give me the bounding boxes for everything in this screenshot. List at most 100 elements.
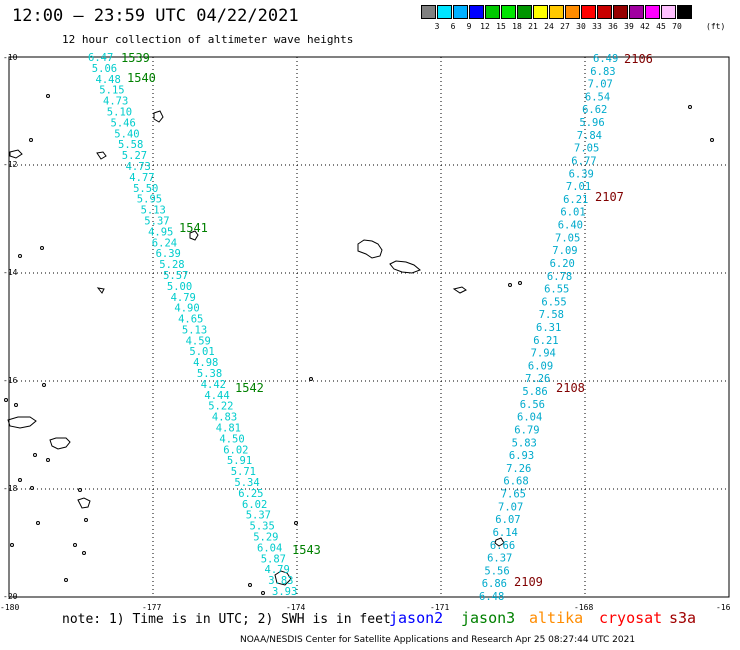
swh-value: 7.07 — [588, 79, 613, 91]
swh-value: 5.13 — [182, 324, 207, 336]
track-east: 6.496.837.076.546.625.967.847.056.776.39… — [479, 52, 653, 603]
swh-value: 6.86 — [482, 578, 507, 590]
island-outline — [494, 537, 505, 547]
scale-swatch — [421, 5, 436, 19]
swh-value: 5.50 — [133, 183, 158, 195]
scale-swatch — [565, 5, 580, 19]
swh-value: 6.02 — [223, 444, 248, 456]
map-subtitle: 12 hour collection of altimeter wave hei… — [62, 33, 354, 46]
islet-outline — [30, 486, 34, 490]
swh-value: 7.26 — [525, 373, 550, 385]
note-text: note: 1) Time is in UTC; 2) SWH is in fe… — [62, 612, 391, 627]
scale-swatch — [645, 5, 660, 19]
islet-outline — [294, 521, 298, 525]
scale-swatch — [629, 5, 644, 19]
swh-value: 6.24 — [152, 237, 177, 249]
swh-value: 5.86 — [522, 386, 547, 398]
swh-value: 6.14 — [493, 527, 518, 539]
swh-value: 6.31 — [536, 322, 561, 334]
islet-outline — [46, 94, 50, 98]
islet-outline — [508, 283, 512, 287]
lon-tick-label: -168 — [574, 603, 593, 612]
swh-value: 5.28 — [159, 259, 184, 271]
land-outlines — [4, 94, 714, 595]
swh-value: 7.01 — [566, 181, 591, 193]
swh-value: 5.22 — [208, 401, 233, 413]
scale-label: 30 — [576, 22, 586, 31]
swh-value: 4.73 — [126, 161, 151, 173]
lat-tick-label: -20 — [3, 592, 18, 601]
islet-outline — [710, 138, 714, 142]
swh-value: 6.55 — [541, 296, 566, 308]
swh-value: 7.94 — [531, 348, 556, 360]
swh-value: 4.65 — [178, 314, 203, 326]
island-outline — [49, 437, 71, 450]
lat-tick-label: -12 — [3, 160, 18, 169]
swh-value: 5.83 — [512, 437, 537, 449]
swh-value: 5.58 — [118, 139, 143, 151]
swh-value: 5.35 — [250, 521, 275, 533]
swh-value: 6.83 — [590, 66, 615, 78]
scale-swatch — [533, 5, 548, 19]
swh-value: 6.56 — [520, 399, 545, 411]
swh-value: 4.95 — [148, 226, 173, 238]
swh-value: 6.39 — [156, 248, 181, 260]
satellite-jason2-label: jason2 — [389, 609, 444, 627]
islet-outline — [309, 377, 313, 381]
island-outline — [7, 416, 37, 429]
scale-swatch — [661, 5, 676, 19]
swh-value: 6.79 — [514, 425, 539, 437]
scale-label: 18 — [512, 22, 522, 31]
islet-outline — [248, 583, 252, 587]
scale-swatch — [469, 5, 484, 19]
swh-value: 5.27 — [122, 150, 147, 162]
swh-value: 3.83 — [268, 575, 293, 587]
scale-label: 6 — [450, 22, 456, 31]
swh-value: 6.37 — [487, 553, 512, 565]
island-outline — [96, 287, 105, 294]
lon-tick-label: -171 — [430, 603, 449, 612]
swh-value: 4.48 — [96, 74, 121, 86]
lon-tick-label: -180 — [0, 603, 19, 612]
scale-swatch — [437, 5, 452, 19]
swh-value: 6.49 — [593, 53, 618, 65]
scale-swatch — [517, 5, 532, 19]
lat-tick-label: -18 — [3, 484, 18, 493]
lon-tick-label: -174 — [286, 603, 305, 612]
swh-value: 4.83 — [212, 412, 237, 424]
swh-value: 5.56 — [484, 565, 509, 577]
islet-outline — [10, 543, 14, 547]
swh-value: 6.78 — [547, 271, 572, 283]
swh-value: 6.20 — [550, 258, 575, 270]
map-frame — [8, 56, 730, 598]
swh-value: 6.54 — [585, 91, 610, 103]
islet-outline — [82, 551, 86, 555]
island-outline — [189, 230, 199, 241]
swh-value: 5.10 — [107, 107, 132, 119]
swh-value: 5.95 — [137, 194, 162, 206]
scale-swatch — [581, 5, 596, 19]
swh-value: 4.42 — [201, 379, 226, 391]
swh-value: 4.98 — [193, 357, 218, 369]
islet-outline — [40, 246, 44, 250]
swh-value: 4.79 — [171, 292, 196, 304]
lon-tick-label: -16 — [716, 603, 731, 612]
scale-swatch — [549, 5, 564, 19]
swh-value: 5.01 — [189, 346, 214, 358]
island-outline — [9, 149, 23, 159]
scale-label: 45 — [656, 22, 666, 31]
islet-outline — [4, 398, 8, 402]
lat-tick-label: -16 — [3, 376, 18, 385]
islet-outline — [33, 453, 37, 457]
swh-value: 4.50 — [219, 433, 244, 445]
swh-value: 5.29 — [253, 532, 278, 544]
swh-value: 7.58 — [539, 309, 564, 321]
satellite-jason3-label: jason3 — [461, 609, 516, 627]
scale-label: 21 — [528, 22, 538, 31]
swh-value: 5.91 — [227, 455, 252, 467]
scale-label: 36 — [608, 22, 618, 31]
swh-value: 6.48 — [479, 591, 504, 603]
swh-value: 4.59 — [186, 335, 211, 347]
swh-value: 6.04 — [257, 542, 282, 554]
